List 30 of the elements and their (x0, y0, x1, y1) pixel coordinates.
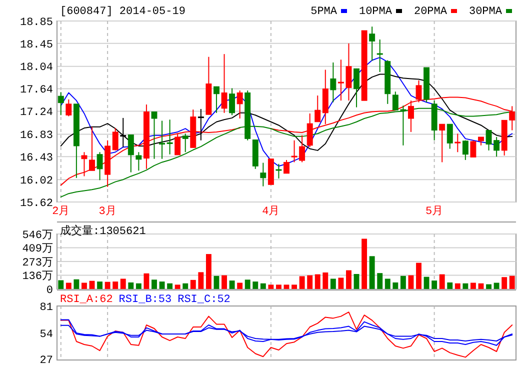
y-tick-label: 18.85 (20, 16, 53, 29)
y-tick-label: 16.43 (20, 152, 53, 164)
legend-label: 10PMA (358, 6, 392, 18)
y-tick-label: 546万 (22, 228, 53, 242)
y-tick-label: 18.45 (20, 39, 53, 52)
legend-label: 20PMA (414, 6, 448, 18)
y-tick-label: 17.64 (20, 84, 54, 97)
y-tick-label: 16.02 (20, 175, 53, 188)
legend-label: 5PMA (310, 6, 338, 18)
legend-label: 30PMA (468, 6, 502, 18)
y-tick-label: 16.83 (20, 130, 53, 142)
series-label: RSI_A:62 (60, 294, 113, 306)
y-tick-label: 27 (40, 354, 53, 365)
chart-title: 成交量:1305621 (60, 224, 146, 238)
y-tick-label: 15.62 (20, 198, 53, 210)
y-tick-label: 273万 (22, 256, 53, 270)
x-tick-label: 5月 (426, 205, 444, 218)
text: RSI_C:52 (178, 294, 230, 306)
y-tick-label: 54 (40, 328, 54, 341)
x-tick-label: 2月 (52, 205, 70, 218)
text: RSI_B:53 (118, 294, 172, 306)
x-tick-label: 3月 (98, 205, 116, 218)
y-tick-label: 0 (46, 284, 53, 297)
y-tick-label: 81 (40, 302, 54, 314)
y-tick-label: 17.24 (20, 107, 54, 120)
y-tick-label: 409万 (22, 242, 53, 256)
y-tick-label: 18.04 (20, 62, 54, 74)
x-tick-label: 4月 (262, 205, 280, 218)
chart-title: [600847] 2014-05-19 (60, 6, 186, 18)
y-tick-label: 136万 (22, 270, 53, 284)
